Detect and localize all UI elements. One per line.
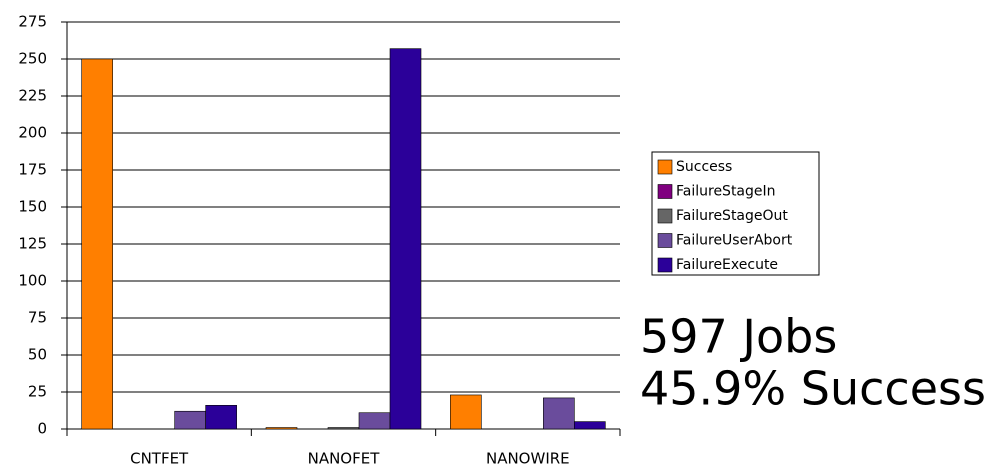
y-tick-label: 50	[28, 346, 47, 364]
legend-swatch	[657, 208, 673, 224]
bar	[265, 427, 298, 430]
y-tick-label: 150	[18, 198, 47, 216]
legend-swatch	[657, 159, 673, 175]
y-tick-label: 0	[37, 420, 47, 438]
bar	[574, 421, 606, 430]
bar	[543, 397, 575, 430]
legend-label: FailureUserAbort	[676, 233, 793, 249]
legend-label: Success	[676, 159, 732, 175]
legend-swatch	[657, 233, 673, 248]
bar	[358, 412, 391, 430]
y-tick-label: 25	[28, 383, 47, 401]
y-tick-label: 75	[28, 309, 47, 327]
legend-swatch	[657, 257, 673, 273]
y-tick-label: 200	[18, 124, 47, 142]
y-tick-label: 225	[18, 87, 47, 105]
y-tick-label: 125	[18, 235, 47, 253]
x-tick-label: NANOWIRE	[486, 450, 570, 466]
bar	[327, 427, 360, 430]
x-tick-label: CNTFET	[130, 450, 189, 466]
bar	[174, 410, 206, 430]
annotation: 597 Jobs	[640, 310, 837, 364]
legend-label: FailureStageOut	[676, 208, 788, 224]
legend-label: FailureExecute	[676, 257, 778, 273]
y-tick-label: 175	[18, 161, 47, 179]
annotation: 45.9% Success	[640, 362, 986, 416]
legend-box	[651, 151, 820, 276]
y-tick-label: 100	[18, 272, 47, 290]
y-tick-label: 275	[18, 13, 47, 31]
legend-swatch	[657, 184, 673, 199]
x-tick-label: NANOFET	[308, 450, 381, 466]
legend-label: FailureStageIn	[676, 184, 776, 200]
bar	[389, 48, 422, 430]
bar	[205, 405, 237, 430]
bar	[81, 58, 113, 430]
bar	[450, 394, 482, 430]
y-tick-label: 250	[18, 50, 47, 68]
